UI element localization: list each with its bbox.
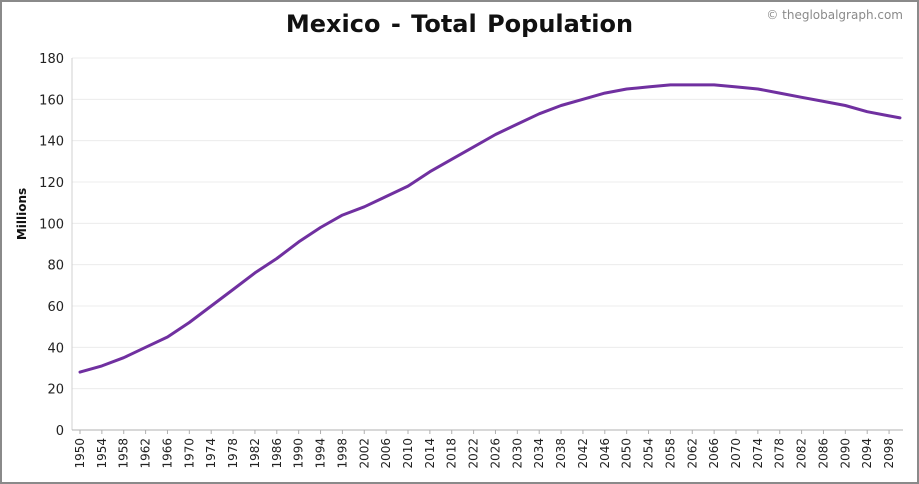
x-tick-label: 2062 — [685, 438, 699, 469]
x-tick-label: 2026 — [488, 438, 502, 469]
y-tick-label: 40 — [47, 341, 64, 356]
y-tick-label: 100 — [39, 217, 64, 232]
y-tick-label: 140 — [39, 135, 64, 150]
x-tick-label: 2018 — [445, 438, 459, 469]
x-tick-label: 2082 — [795, 438, 809, 469]
x-tick-label: 1954 — [95, 438, 109, 469]
x-tick-label: 2010 — [401, 438, 415, 469]
x-tick-label: 2066 — [707, 438, 721, 469]
credit-text: © theglobalgraph.com — [766, 8, 903, 22]
y-axis-label: Millions — [15, 188, 29, 240]
x-tick-label: 2002 — [357, 438, 371, 469]
x-tick-label: 2070 — [729, 438, 743, 469]
y-tick-label: 180 — [39, 52, 64, 67]
x-tick-label: 2022 — [467, 438, 481, 469]
x-tick-label: 2054 — [642, 438, 656, 469]
grid-lines — [72, 57, 903, 390]
x-tick-label: 2098 — [882, 438, 896, 469]
x-tick-label: 1958 — [117, 438, 131, 469]
x-tick-label: 1974 — [204, 438, 218, 469]
x-tick-label: 2046 — [598, 438, 612, 469]
axes — [71, 58, 903, 434]
x-tick-label: 2094 — [860, 438, 874, 469]
population-line — [78, 83, 902, 374]
y-tick-label: 0 — [56, 424, 64, 439]
x-tick-label: 2038 — [554, 438, 568, 469]
x-tick-label: 2086 — [816, 438, 830, 469]
x-tick-label: 1970 — [182, 438, 196, 469]
x-tick-labels: 1950 1954 1958 1962 1966 1970 1974 1978 1982 1986… — [73, 438, 896, 469]
y-tick-label: 80 — [47, 259, 64, 274]
x-tick-label: 1978 — [226, 438, 240, 469]
x-tick-label: 2090 — [838, 438, 852, 469]
x-tick-label: 1962 — [139, 438, 153, 469]
x-tick-label: 2006 — [379, 438, 393, 469]
chart-title: Mexico - Total Population — [285, 10, 634, 38]
x-tick-label: 2014 — [423, 438, 437, 469]
x-tick-label: 1994 — [314, 438, 328, 469]
x-tick-label: 2034 — [532, 438, 546, 469]
x-tick-label: 1998 — [335, 438, 349, 469]
series-group — [78, 83, 902, 374]
x-tick-label: 1990 — [292, 438, 306, 469]
x-tick-label: 2074 — [751, 438, 765, 469]
y-tick-label: 120 — [39, 176, 64, 191]
x-tick-label: 2042 — [576, 438, 590, 469]
x-tick-label: 2050 — [620, 438, 634, 469]
y-tick-label: 160 — [39, 93, 64, 108]
x-tick-label: 2058 — [663, 438, 677, 469]
y-tick-labels: 0 20 40 60 80 100 120 140 160 180 — [39, 52, 64, 439]
x-tick-label: 2030 — [510, 438, 524, 469]
x-tick-label: 2078 — [773, 438, 787, 469]
y-tick-label: 60 — [47, 300, 64, 315]
x-tick-label: 1986 — [270, 438, 284, 469]
x-tick-label: 1950 — [73, 438, 87, 469]
x-tick-label: 1966 — [160, 438, 174, 469]
y-tick-label: 20 — [47, 383, 64, 398]
x-tick-label: 1982 — [248, 438, 262, 469]
